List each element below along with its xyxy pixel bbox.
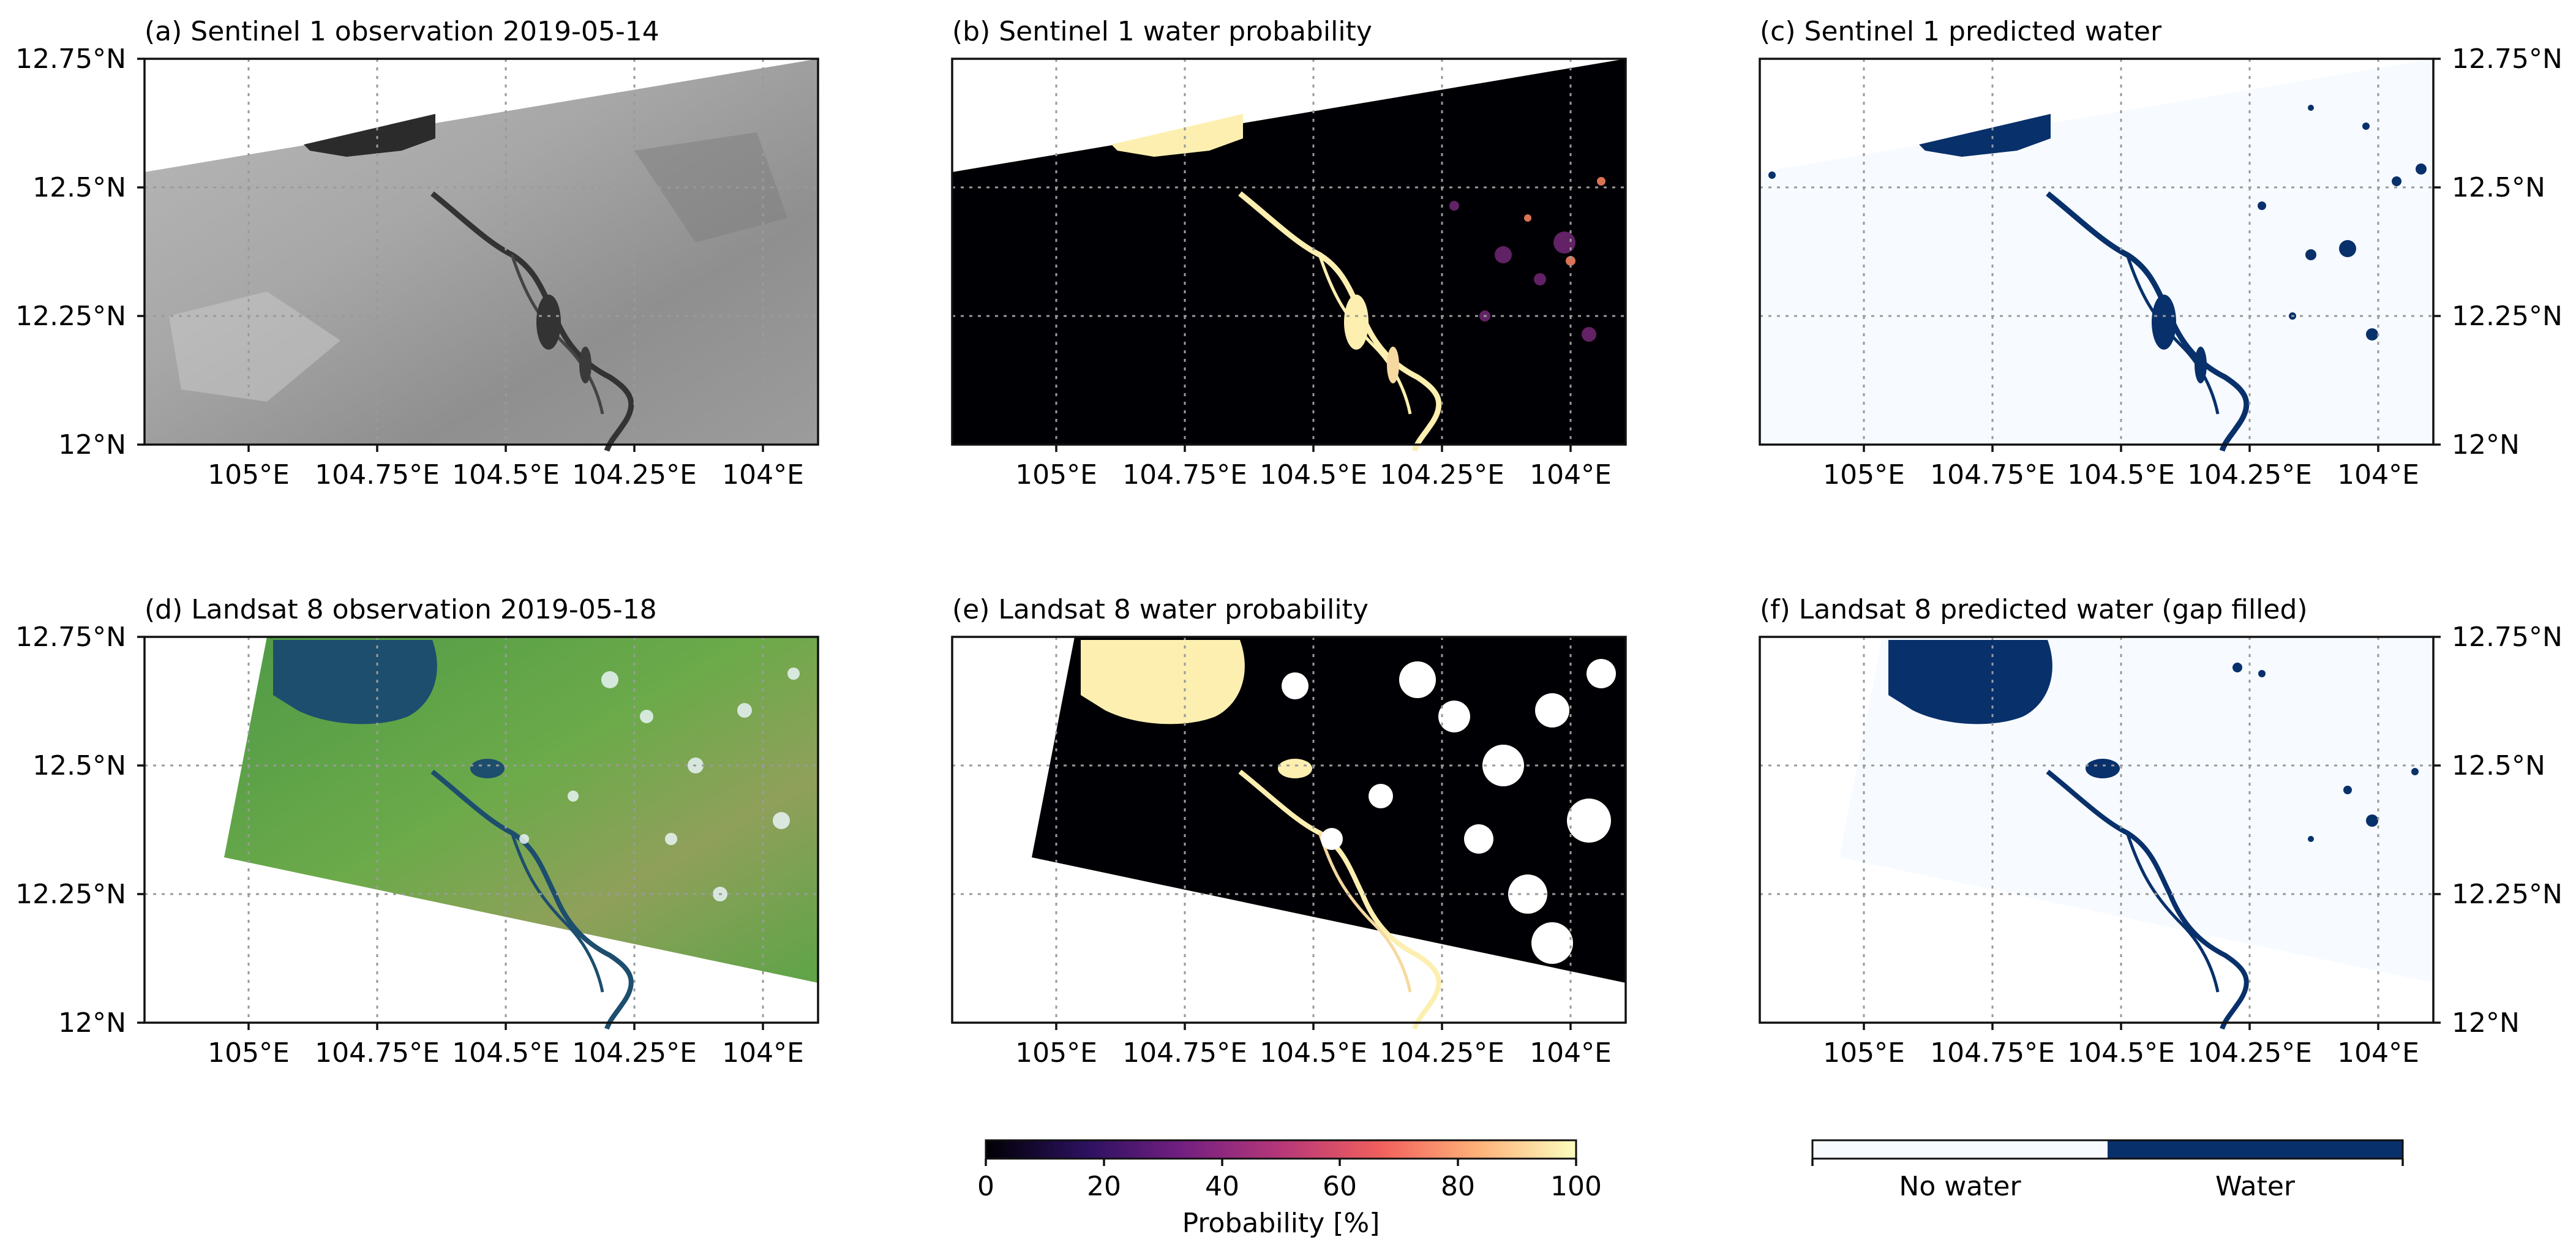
lon-tick: 104°E <box>1530 459 1612 491</box>
lon-ticks-f: 105°E 104.75°E 104.5°E 104.25°E 104°E <box>1823 1037 2419 1069</box>
panel-title-a: (a) Sentinel 1 observation 2019-05-14 <box>145 16 659 47</box>
lat-tick: 12.25°N <box>15 879 126 910</box>
lon-tick: 104.75°E <box>1930 1037 2055 1069</box>
panel-a: (a) Sentinel 1 observation 2019-05-14 <box>15 16 819 491</box>
panel-title-e: (e) Landsat 8 water probability <box>952 594 1369 625</box>
lon-tick: 104°E <box>2337 1037 2419 1069</box>
lon-tick: 104.25°E <box>1380 459 1504 491</box>
lon-tick: 104.75°E <box>1930 459 2055 491</box>
lat-tick: 12.75°N <box>15 622 126 653</box>
lat-tick: 12.5°N <box>2452 172 2545 203</box>
lon-ticks-b: 105°E 104.75°E 104.5°E 104.25°E 104°E <box>1015 459 1612 491</box>
lat-ticks-d: 12.75°N 12.5°N 12.25°N 12°N <box>15 622 126 1039</box>
lat-tick: 12°N <box>2452 1007 2520 1039</box>
lon-ticks-d: 105°E 104.75°E 104.5°E 104.25°E 104°E <box>208 1037 804 1069</box>
lon-tick: 104.75°E <box>1122 1037 1247 1069</box>
lon-tick: 105°E <box>1823 459 1905 491</box>
lat-tick: 12.75°N <box>2452 622 2563 653</box>
lon-tick: 104.75°E <box>1122 459 1247 491</box>
lon-tick: 104.25°E <box>572 459 697 491</box>
colorbar-tick: No water <box>1899 1171 2021 1202</box>
lon-tick: 105°E <box>1015 459 1097 491</box>
lon-tick: 105°E <box>208 1037 290 1069</box>
lon-tick: 104.25°E <box>572 1037 697 1069</box>
lon-tick: 104°E <box>722 1037 804 1069</box>
colorbar-tick: 60 <box>1323 1171 1357 1202</box>
panel-d: (d) Landsat 8 observation 2019-05-18 <box>15 594 819 1069</box>
map-e <box>951 636 1627 1030</box>
panel-e: (e) Landsat 8 water probability <box>951 594 1627 1069</box>
lon-tick: 104.5°E <box>1260 1037 1367 1069</box>
lon-ticks-e: 105°E 104.75°E 104.5°E 104.25°E 104°E <box>1015 1037 1612 1069</box>
lat-ticks-c: 12.75°N 12.5°N 12.25°N 12°N <box>2452 43 2563 461</box>
colorbar-tick: 40 <box>1205 1171 1239 1202</box>
lat-tick: 12.5°N <box>32 172 126 203</box>
lon-tick: 104.25°E <box>2187 1037 2312 1069</box>
map-d <box>137 636 819 1030</box>
lon-tick: 104.5°E <box>1260 459 1367 491</box>
water-colorbar: No water Water <box>1811 1139 2404 1202</box>
panel-b: (b) Sentinel 1 water probability <box>951 16 1627 491</box>
lon-tick: 104.5°E <box>452 459 560 491</box>
lat-tick: 12°N <box>58 429 126 461</box>
lon-tick: 104.25°E <box>2187 459 2312 491</box>
lon-ticks-a: 105°E 104.75°E 104.5°E 104.25°E 104°E <box>208 459 804 491</box>
lat-tick: 12.75°N <box>2452 43 2563 75</box>
lat-ticks-f: 12.75°N 12.5°N 12.25°N 12°N <box>2452 622 2563 1039</box>
lat-tick: 12.25°N <box>2452 301 2563 332</box>
lat-tick: 12.5°N <box>2452 750 2545 781</box>
colorbar-tick: 80 <box>1441 1171 1475 1202</box>
lat-tick: 12°N <box>58 1007 126 1039</box>
lon-tick: 104.5°E <box>2067 459 2175 491</box>
lon-tick: 104.25°E <box>1380 1037 1504 1069</box>
map-f <box>1759 636 2441 1030</box>
lat-tick: 12.5°N <box>32 750 126 781</box>
lon-tick: 104.75°E <box>315 459 440 491</box>
lon-tick: 104.75°E <box>315 1037 440 1069</box>
lon-tick: 105°E <box>208 459 290 491</box>
colorbar-tick: 0 <box>977 1171 994 1202</box>
lat-tick: 12.25°N <box>15 301 126 332</box>
panel-title-d: (d) Landsat 8 observation 2019-05-18 <box>145 594 657 625</box>
lon-ticks-c: 105°E 104.75°E 104.5°E 104.25°E 104°E <box>1823 459 2419 491</box>
lon-tick: 105°E <box>1823 1037 1905 1069</box>
probability-colorbar: 0 20 40 60 80 100 Probability [%] <box>977 1139 1602 1239</box>
colorbar-label: Probability [%] <box>1182 1208 1380 1239</box>
colorbar-tick: Water <box>2215 1171 2296 1202</box>
lat-tick: 12.25°N <box>2452 879 2563 910</box>
lon-tick: 105°E <box>1015 1037 1097 1069</box>
map-b <box>951 58 1627 452</box>
water-colorbar-water <box>2108 1140 2403 1159</box>
panel-c: (c) Sentinel 1 predicted water <box>1759 16 2563 491</box>
map-c <box>1759 58 2441 452</box>
lon-tick: 104°E <box>2337 459 2419 491</box>
colorbar-tick: 20 <box>1087 1171 1121 1202</box>
lon-tick: 104°E <box>722 459 804 491</box>
panel-title-b: (b) Sentinel 1 water probability <box>952 16 1372 47</box>
probability-colorbar-gradient <box>985 1139 1577 1160</box>
water-colorbar-no-water <box>1812 1140 2108 1159</box>
lat-tick: 12.75°N <box>15 43 126 75</box>
lat-ticks-a: 12.75°N 12.5°N 12.25°N 12°N <box>15 43 126 461</box>
lon-tick: 104.5°E <box>2067 1037 2175 1069</box>
lon-tick: 104°E <box>1530 1037 1612 1069</box>
lon-tick: 104.5°E <box>452 1037 560 1069</box>
panel-f: (f) Landsat 8 predicted water (gap fille… <box>1759 594 2563 1069</box>
colorbar-tick: 100 <box>1550 1171 1602 1202</box>
panel-title-c: (c) Sentinel 1 predicted water <box>1760 16 2162 47</box>
panel-title-f: (f) Landsat 8 predicted water (gap fille… <box>1760 594 2308 625</box>
lat-tick: 12°N <box>2452 429 2520 461</box>
map-a <box>137 58 819 452</box>
